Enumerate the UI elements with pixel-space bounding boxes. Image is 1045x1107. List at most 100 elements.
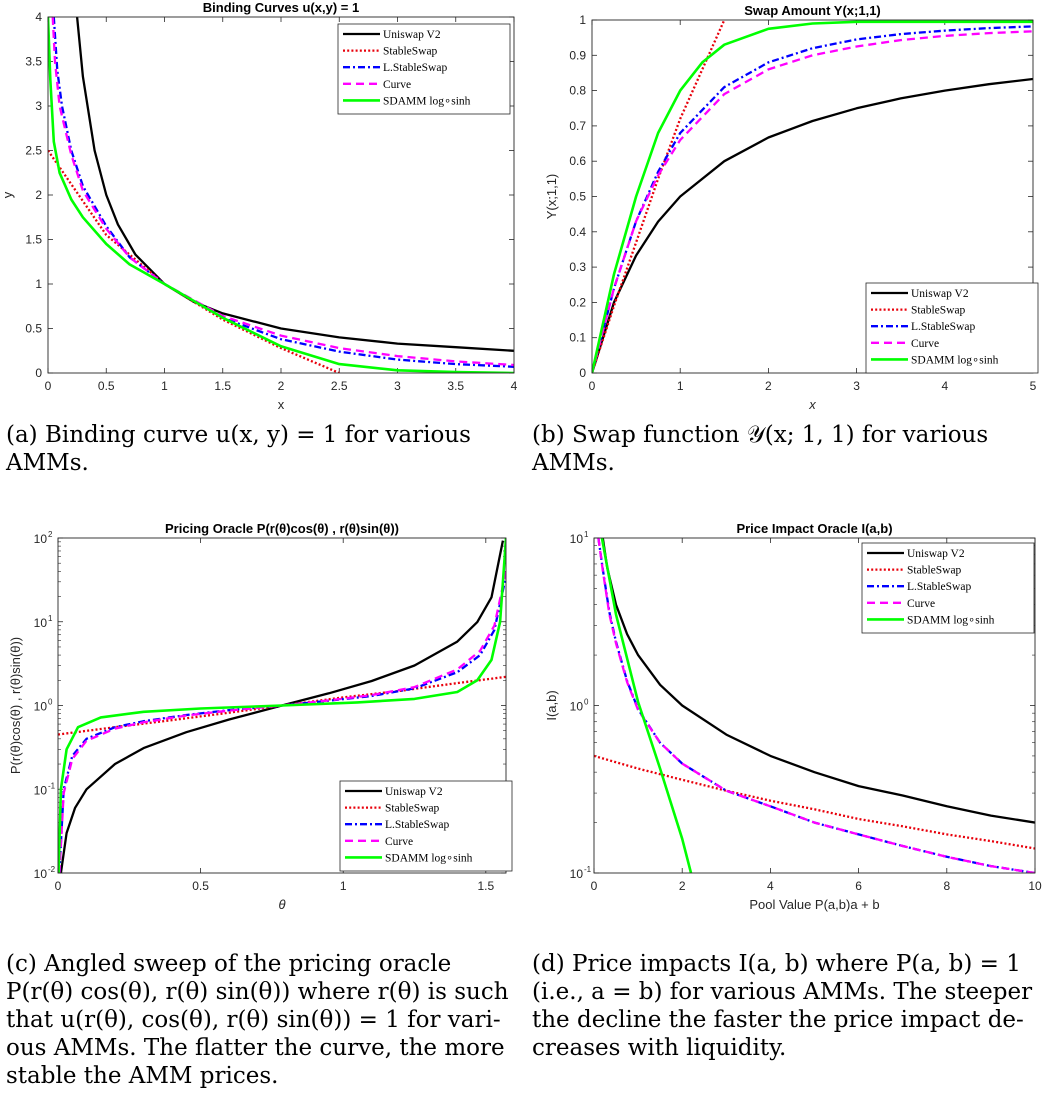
series-line-stableswap xyxy=(48,149,340,373)
caption-line: P(r(θ) cos(θ), r(θ) sin(θ)) where r(θ) i… xyxy=(6,979,509,1005)
y-tick-label: 10 xyxy=(570,867,584,881)
legend-label: Curve xyxy=(385,836,413,848)
x-tick-label: 0.5 xyxy=(192,879,209,893)
x-tick-label: 3 xyxy=(853,379,860,393)
y-tick-label: 4 xyxy=(35,10,42,24)
caption-c: (c) Angled sweep of the pricing oracle P… xyxy=(6,950,511,1090)
axes-box xyxy=(591,19,1034,374)
x-tick-label: 2.5 xyxy=(331,379,348,393)
series-line-curve xyxy=(51,17,514,367)
x-axis-label: x xyxy=(278,397,285,412)
y-tick-exponent: 0 xyxy=(48,698,53,707)
y-tick-label: 10 xyxy=(570,532,584,546)
y-tick-exponent: 2 xyxy=(48,530,53,539)
legend-box xyxy=(861,542,1035,634)
caption-d: (d) Price impacts I(a, b) where P(a, b) … xyxy=(532,950,1037,1062)
legend-label: L.StableSwap xyxy=(911,321,975,333)
y-tick-label: 1 xyxy=(579,13,586,27)
x-tick-label: 8 xyxy=(943,879,950,893)
x-tick-label: 1 xyxy=(340,879,347,893)
legend-label: L.StableSwap xyxy=(385,819,449,831)
caption-line: (d) Price impacts I(a, b) where P(a, b) … xyxy=(532,951,1021,977)
series-line-curve xyxy=(597,538,1035,873)
legend-label: L.StableSwap xyxy=(383,62,447,74)
legend-label: L.StableSwap xyxy=(907,581,971,593)
legend-box xyxy=(339,780,513,872)
y-tick-label: 10 xyxy=(34,783,48,797)
series-line-stableswap xyxy=(594,754,1035,850)
y-tick-label: 3 xyxy=(35,99,42,113)
x-tick-label: 2 xyxy=(765,379,772,393)
caption-line: the decline the faster the price impact … xyxy=(532,1007,1024,1033)
y-tick-label: 0.5 xyxy=(25,322,42,336)
x-tick-label: 2 xyxy=(679,879,686,893)
axes-box xyxy=(47,16,515,374)
legend-label: Uniswap V2 xyxy=(385,786,443,798)
legend-label: StableSwap xyxy=(907,565,962,577)
chart-title: Swap Amount Y(x;1,1) xyxy=(744,3,881,18)
legend-label: SDAMM log∘sinh xyxy=(385,852,473,864)
series-line-uniswap xyxy=(59,540,505,873)
chart-panel-a: Binding Curves u(x,y) = 1 0 0.5 1 1.5 2 2.5 3 3.… xyxy=(0,0,522,412)
x-tick-label: 4 xyxy=(941,379,948,393)
series-line-uniswap xyxy=(601,538,1035,824)
y-tick-label: 3.5 xyxy=(25,55,42,69)
legend-label: Uniswap V2 xyxy=(383,29,441,41)
x-tick-label: 4 xyxy=(511,379,518,393)
caption-line: (c) Angled sweep of the pricing oracle xyxy=(6,951,452,977)
series-group xyxy=(58,538,506,873)
legend-label: Curve xyxy=(911,338,939,350)
legend-label: SDAMM log∘sinh xyxy=(911,354,999,366)
y-tick-label: 0.5 xyxy=(569,190,586,204)
y-tick-exponent: 1 xyxy=(584,530,589,539)
chart-title: Price Impact Oracle I(a,b) xyxy=(736,521,892,536)
legend-label: StableSwap xyxy=(911,305,966,317)
x-tick-label: 1.5 xyxy=(477,879,494,893)
x-tick-label: 0.5 xyxy=(98,379,115,393)
y-tick-exponent: -2 xyxy=(48,865,56,874)
legend-box xyxy=(337,23,511,115)
x-tick-label: 0 xyxy=(589,379,596,393)
y-axis-label: P(r(θ)cos(θ) , r(θ)sin(θ)) xyxy=(8,637,23,774)
legend-label: SDAMM log∘sinh xyxy=(907,614,995,626)
caption-line: that u(r(θ), cos(θ), r(θ) sin(θ)) = 1 fo… xyxy=(6,1007,501,1033)
series-line-curve xyxy=(592,30,1033,373)
chart-panel-c: Pricing Oracle P(r(θ)cos(θ) , r(θ)sin(θ)… xyxy=(0,510,522,930)
x-tick-label: 1 xyxy=(677,379,684,393)
y-tick-label: 10 xyxy=(34,700,48,714)
y-tick-label: 0 xyxy=(35,366,42,380)
y-tick-label: 2.5 xyxy=(25,144,42,158)
caption-line: AMMs. xyxy=(532,450,615,476)
chart-panel-d: Price Impact Oracle I(a,b) 0 2 4 6 8 10 10 -1 10 0… xyxy=(522,510,1045,930)
y-tick-label: 1 xyxy=(35,277,42,291)
series-group xyxy=(594,538,1035,873)
x-tick-label: 4 xyxy=(767,879,774,893)
y-tick-label: 0.4 xyxy=(569,225,586,239)
caption-line: stable the AMM prices. xyxy=(6,1063,279,1089)
series-line-lstableswap xyxy=(592,25,1033,373)
chart-a: Binding Curves u(x,y) = 1 0 0.5 1 1.5 2 2.5 3 3.… xyxy=(0,0,518,412)
y-tick-label: 10 xyxy=(34,532,48,546)
caption-line: ous AMMs. The flatter the curve, the mor… xyxy=(6,1035,505,1061)
caption-b: (b) Swap function 𝒴(x; 1, 1) for various… xyxy=(532,421,1037,477)
chart-title: Binding Curves u(x,y) = 1 xyxy=(203,0,359,15)
chart-title: Pricing Oracle P(r(θ)cos(θ) , r(θ)sin(θ)… xyxy=(165,521,399,536)
x-tick-label: 10 xyxy=(1028,879,1042,893)
y-tick-exponent: -1 xyxy=(48,781,56,790)
caption-line: creases with liquidity. xyxy=(532,1035,787,1061)
x-tick-label: 3 xyxy=(394,379,401,393)
y-tick-label: 0.9 xyxy=(569,48,586,62)
legend-box xyxy=(865,282,1039,374)
series-group xyxy=(48,17,514,373)
y-tick-label: 10 xyxy=(570,700,584,714)
series-line-sdamm xyxy=(600,538,693,873)
caption-line: (a) Binding curve u(x, y) = 1 for variou… xyxy=(6,422,471,448)
legend-label: Uniswap V2 xyxy=(911,288,969,300)
x-tick-label: 1.5 xyxy=(214,379,231,393)
x-tick-label: 6 xyxy=(855,879,862,893)
y-tick-label: 0.8 xyxy=(569,84,586,98)
legend-label: Curve xyxy=(383,79,411,91)
x-tick-label: 1 xyxy=(161,379,168,393)
legend-label: Uniswap V2 xyxy=(907,548,965,560)
